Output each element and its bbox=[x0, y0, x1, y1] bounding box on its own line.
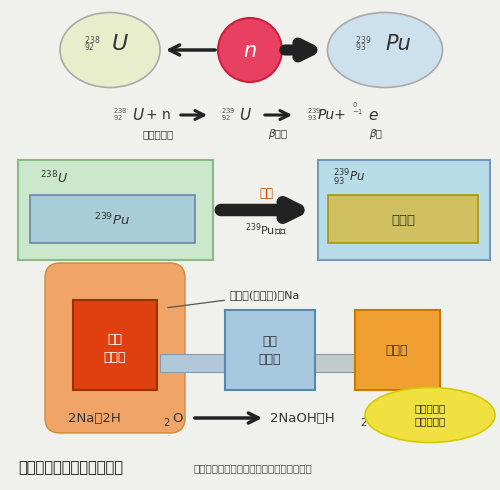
FancyBboxPatch shape bbox=[355, 310, 440, 390]
FancyBboxPatch shape bbox=[225, 310, 315, 390]
Text: $^{239}$Pu増殖: $^{239}$Pu増殖 bbox=[245, 222, 287, 238]
Text: $^{239}_{93}$: $^{239}_{93}$ bbox=[355, 34, 371, 54]
Text: 蒸気
発生器: 蒸気 発生器 bbox=[259, 335, 281, 366]
Text: + n: + n bbox=[146, 108, 171, 122]
Ellipse shape bbox=[328, 13, 442, 88]
Text: U: U bbox=[240, 107, 250, 122]
FancyBboxPatch shape bbox=[18, 160, 213, 260]
FancyBboxPatch shape bbox=[73, 300, 157, 390]
Text: 2: 2 bbox=[360, 418, 366, 428]
Text: （知っておきたいエネルギーの基礎知識）: （知っておきたいエネルギーの基礎知識） bbox=[193, 463, 312, 473]
Text: $^{239}_{93}$: $^{239}_{93}$ bbox=[306, 107, 322, 123]
Text: 廃棄物: 廃棄物 bbox=[391, 214, 415, 226]
FancyBboxPatch shape bbox=[315, 354, 355, 372]
Text: $^{238}$U: $^{238}$U bbox=[40, 170, 68, 186]
Text: 燃焼: 燃焼 bbox=[259, 187, 273, 199]
Text: 高速中性子: 高速中性子 bbox=[142, 129, 174, 139]
Ellipse shape bbox=[60, 13, 160, 88]
Text: 熱媒体(冷却材)＝Na: 熱媒体(冷却材)＝Na bbox=[168, 290, 300, 308]
Text: Pu: Pu bbox=[385, 34, 411, 54]
Text: n: n bbox=[244, 41, 256, 61]
Text: e: e bbox=[368, 107, 378, 122]
Text: 2NaOH＋H: 2NaOH＋H bbox=[270, 412, 334, 424]
Text: 2Na＋2H: 2Na＋2H bbox=[68, 412, 121, 424]
FancyBboxPatch shape bbox=[45, 263, 185, 433]
Text: U: U bbox=[132, 107, 143, 122]
Text: $^{0}_{-1}$: $^{0}_{-1}$ bbox=[352, 100, 364, 118]
Text: $^{239}_{92}$: $^{239}_{92}$ bbox=[220, 107, 236, 123]
Text: 高速
増殖炉: 高速 増殖炉 bbox=[104, 333, 126, 364]
Text: 高熱のため
水素が爆発: 高熱のため 水素が爆発 bbox=[414, 403, 446, 427]
FancyBboxPatch shape bbox=[160, 354, 235, 372]
Circle shape bbox=[218, 18, 282, 82]
Text: U: U bbox=[112, 34, 128, 54]
Text: $^{239}$Pu: $^{239}$Pu bbox=[94, 212, 130, 228]
Ellipse shape bbox=[365, 388, 495, 442]
FancyBboxPatch shape bbox=[318, 160, 490, 260]
Text: $^{238}_{92}$: $^{238}_{92}$ bbox=[112, 107, 128, 123]
Text: 高速増殖炉の原理と問題点: 高速増殖炉の原理と問題点 bbox=[18, 461, 123, 475]
FancyBboxPatch shape bbox=[328, 195, 478, 243]
Text: 発電機: 発電機 bbox=[386, 343, 408, 357]
FancyBboxPatch shape bbox=[30, 195, 195, 243]
Text: β崩壊: β崩壊 bbox=[268, 129, 287, 139]
Text: β線: β線 bbox=[368, 129, 382, 139]
Text: 2: 2 bbox=[163, 418, 169, 428]
Text: Pu+: Pu+ bbox=[318, 108, 346, 122]
Text: O: O bbox=[172, 412, 182, 424]
Text: $^{238}_{92}$: $^{238}_{92}$ bbox=[84, 34, 100, 54]
Text: $^{239}_{93}$Pu: $^{239}_{93}$Pu bbox=[333, 168, 365, 188]
